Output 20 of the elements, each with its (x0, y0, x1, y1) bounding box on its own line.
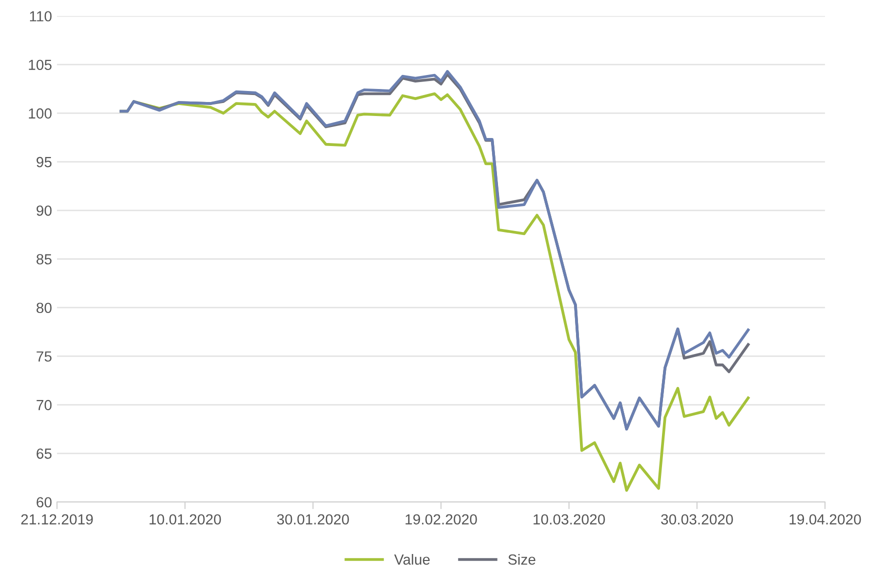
y-tick-label: 60 (36, 497, 52, 508)
y-tick-label: 80 (36, 302, 52, 314)
y-tick-label: 75 (36, 351, 52, 362)
legend-label: Size (508, 554, 536, 565)
y-tick-label: 70 (36, 400, 52, 410)
x-tick-label: 19.04.2020 (790, 514, 861, 525)
legend-label: Value (394, 554, 430, 565)
x-tick-label: 10.03.2020 (534, 514, 605, 525)
y-tick-label: 65 (36, 448, 52, 459)
y-tick-label: 110 (30, 11, 52, 22)
x-tick-label: 21.12.2019 (21, 514, 93, 525)
y-tick-label: 100 (28, 108, 52, 119)
x-tick-label: 19.02.2020 (406, 514, 477, 525)
x-tick-label: 10.01.2020 (150, 514, 221, 525)
x-tick-label: 30.01.2020 (277, 514, 349, 525)
x-tick-label: 30.03.2020 (661, 514, 733, 525)
y-tick-label: 95 (36, 156, 52, 168)
y-tick-label: 90 (36, 206, 52, 216)
y-tick-label: 105 (28, 60, 52, 70)
y-tick-label: 85 (36, 254, 52, 264)
